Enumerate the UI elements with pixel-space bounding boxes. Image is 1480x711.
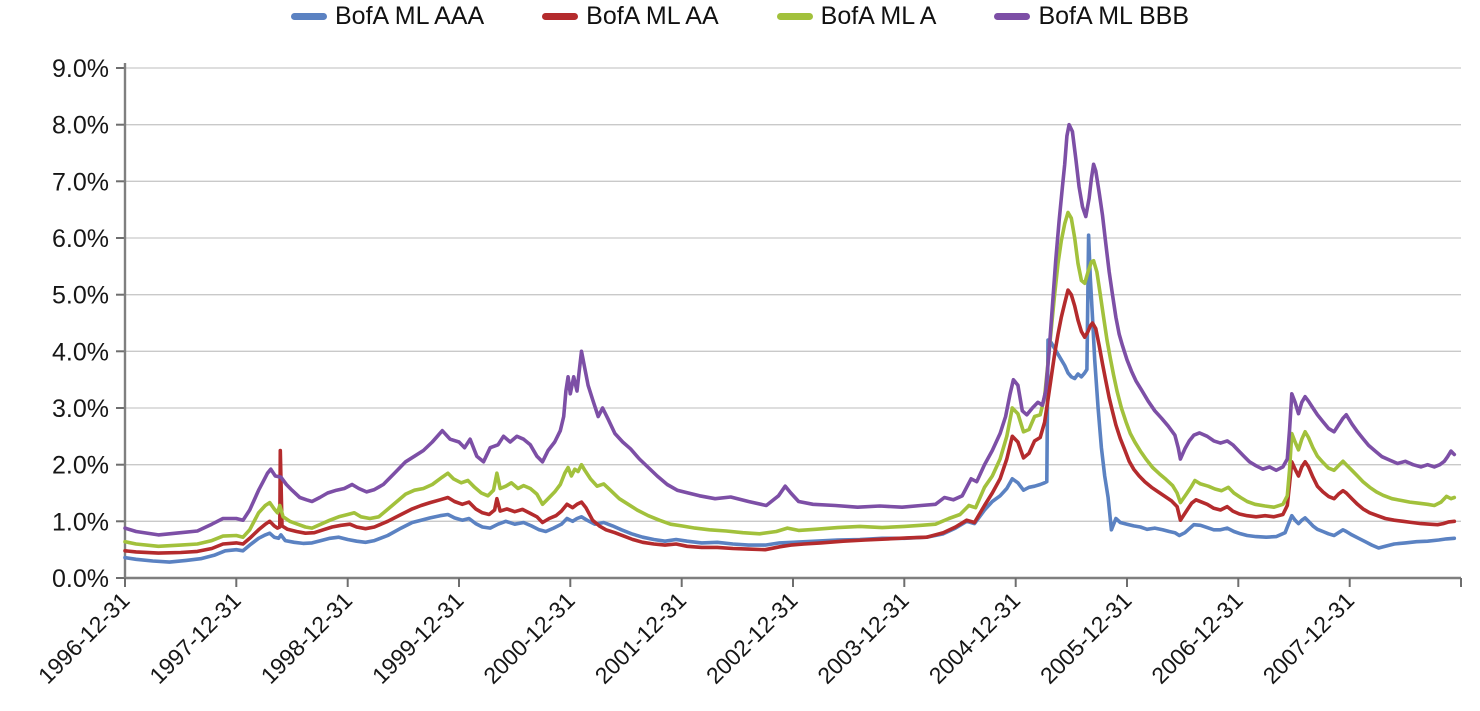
legend-label-bbb: BofA ML BBB	[1038, 2, 1189, 30]
x-axis-label: 2005-12-31	[1035, 587, 1137, 689]
legend-item-bofa-ml-aa: BofA ML AA	[542, 2, 719, 31]
y-axis-label: 5.0%	[52, 282, 109, 310]
chart-legend: BofA ML AAA BofA ML AA BofA ML A BofA ML…	[0, 2, 1480, 31]
legend-label-a: BofA ML A	[820, 2, 937, 30]
x-axis-label: 2004-12-31	[924, 587, 1026, 689]
y-axis-label: 9.0%	[52, 55, 109, 83]
legend-swatch-bbb-icon	[994, 13, 1031, 20]
series-line-bofa-ml-aa	[123, 288, 1457, 555]
x-axis-label: 2006-12-31	[1146, 587, 1248, 689]
legend-label-aaa: BofA ML AAA	[334, 2, 485, 30]
x-axis-label: 1999-12-31	[367, 587, 469, 689]
legend-label-aa: BofA ML AA	[586, 2, 719, 30]
x-axis-label: 1996-12-31	[33, 587, 135, 689]
legend-swatch-a-icon	[776, 13, 813, 20]
y-axis-label: 3.0%	[52, 395, 109, 423]
legend-swatch-aaa-icon	[290, 13, 327, 20]
y-axis-label: 1.0%	[52, 508, 109, 536]
x-axis-label: 1997-12-31	[144, 587, 246, 689]
x-axis-label: 2000-12-31	[478, 587, 580, 689]
x-axis-label: 2002-12-31	[701, 587, 803, 689]
y-axis-label: 8.0%	[52, 112, 109, 140]
x-axis-label: 2007-12-31	[1258, 587, 1360, 689]
y-axis-label: 7.0%	[52, 168, 109, 196]
series-line-bofa-ml-a	[123, 210, 1457, 549]
y-axis-label: 0.0%	[52, 565, 109, 593]
x-axis-label: 1998-12-31	[256, 587, 358, 689]
y-axis-label: 2.0%	[52, 452, 109, 480]
y-axis-label: 4.0%	[52, 338, 109, 366]
legend-item-bofa-ml-a: BofA ML A	[776, 2, 937, 31]
series-line-bofa-ml-bbb	[123, 122, 1457, 537]
x-axis-label: 2003-12-31	[812, 587, 914, 689]
legend-swatch-aa-icon	[542, 13, 579, 20]
legend-item-bofa-ml-bbb: BofA ML BBB	[994, 2, 1189, 31]
legend-item-bofa-ml-aaa: BofA ML AAA	[290, 2, 485, 31]
x-axis-label: 2001-12-31	[590, 587, 692, 689]
series-line-bofa-ml-aaa	[123, 233, 1457, 564]
y-axis-label: 6.0%	[52, 225, 109, 253]
